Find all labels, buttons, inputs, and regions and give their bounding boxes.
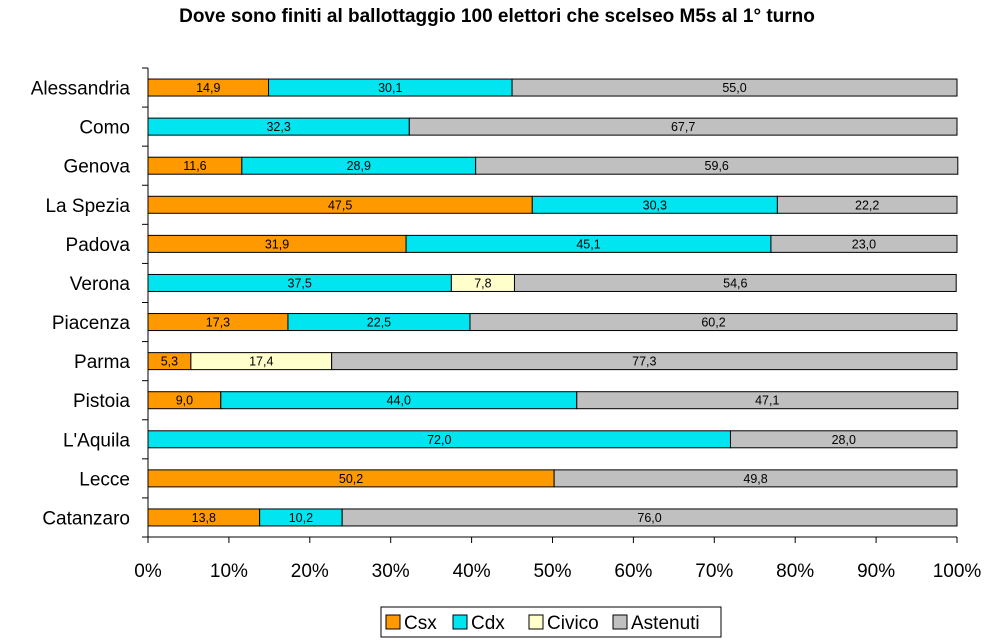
data-label: 31,9	[265, 237, 289, 251]
data-label: 30,3	[643, 198, 667, 212]
x-tick-label: 20%	[291, 561, 329, 582]
legend-label: Civico	[547, 613, 599, 634]
x-tick-label: 100%	[933, 561, 982, 582]
data-label: 28,0	[832, 433, 856, 447]
x-tick-label: 30%	[372, 561, 410, 582]
bar-astenuti	[513, 273, 957, 292]
category-label: La Spezia	[45, 196, 130, 217]
data-label: 5,3	[161, 355, 178, 369]
data-label: 13,8	[192, 511, 216, 525]
data-label: 30,1	[378, 81, 402, 95]
legend-swatch-csx	[385, 614, 401, 630]
data-label: 22,2	[855, 198, 879, 212]
data-label: 47,1	[755, 394, 779, 408]
x-tick-label: 70%	[695, 561, 733, 582]
bar-astenuti	[341, 508, 958, 527]
bar-astenuti	[408, 117, 958, 136]
bar-astenuti	[469, 313, 958, 332]
x-tick-label: 0%	[134, 561, 162, 582]
data-label: 72,0	[427, 433, 451, 447]
x-tick-label: 40%	[453, 561, 491, 582]
data-label: 50,2	[339, 472, 363, 486]
bar-astenuti	[776, 195, 958, 214]
legend-box	[380, 606, 722, 638]
bar-astenuti	[553, 469, 958, 488]
legend-swatch-civico	[528, 614, 544, 630]
data-label: 17,4	[249, 355, 273, 369]
data-label: 44,0	[387, 394, 411, 408]
chart-title: Dove sono finiti al ballottaggio 100 ele…	[179, 6, 815, 27]
x-tick-label: 50%	[533, 561, 571, 582]
data-label: 47,5	[328, 198, 352, 212]
category-label: Como	[79, 118, 130, 139]
data-label: 67,7	[671, 120, 695, 134]
data-label: 54,6	[723, 276, 747, 290]
data-label: 32,3	[266, 120, 290, 134]
data-label: 9,0	[176, 394, 193, 408]
data-label: 49,8	[743, 472, 767, 486]
data-label: 76,0	[637, 511, 661, 525]
data-label: 17,3	[206, 316, 230, 330]
x-tick-label: 60%	[614, 561, 652, 582]
data-label: 45,1	[576, 237, 600, 251]
category-label: Pistoia	[73, 391, 130, 412]
bar-astenuti	[475, 156, 959, 175]
data-label: 11,6	[183, 159, 206, 173]
category-label: Catanzaro	[42, 508, 130, 529]
data-label: 59,6	[705, 159, 729, 173]
bar-astenuti	[511, 78, 958, 97]
data-label: 60,2	[701, 316, 725, 330]
legend-label: Csx	[404, 613, 437, 634]
legend-swatch-cdx	[452, 614, 468, 630]
bar-astenuti	[576, 391, 959, 410]
data-label: 22,5	[367, 316, 391, 330]
data-label: 23,0	[852, 237, 876, 251]
legend-swatch-astenuti	[612, 614, 628, 630]
category-label: Piacenza	[52, 313, 131, 334]
category-label: L'Aquila	[63, 430, 130, 451]
legend-label: Cdx	[471, 613, 505, 634]
data-label: 14,9	[196, 81, 220, 95]
data-label: 28,9	[347, 159, 371, 173]
category-label: Padova	[66, 235, 131, 256]
data-label: 37,5	[288, 276, 312, 290]
x-tick-label: 10%	[210, 561, 248, 582]
data-label: 77,3	[632, 355, 656, 369]
x-tick-label: 90%	[857, 561, 895, 582]
category-label: Verona	[70, 274, 131, 295]
legend-label: Astenuti	[631, 613, 700, 634]
category-label: Parma	[74, 352, 130, 373]
category-label: Genova	[63, 157, 130, 178]
bar-astenuti	[729, 430, 958, 449]
data-label: 10,2	[289, 511, 313, 525]
bar-astenuti	[331, 352, 958, 371]
category-label: Lecce	[79, 469, 130, 490]
data-label: 55,0	[722, 81, 746, 95]
x-tick-label: 80%	[776, 561, 814, 582]
data-label: 7,8	[474, 276, 491, 290]
category-label: Alessandria	[31, 79, 131, 100]
bar-astenuti	[770, 234, 958, 253]
